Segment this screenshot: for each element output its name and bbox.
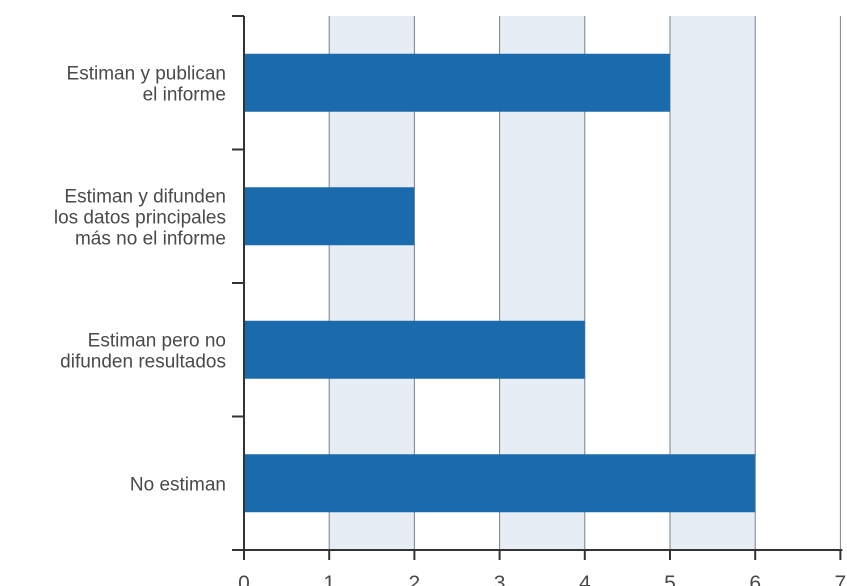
- bar: [244, 454, 756, 513]
- category-label: difunden resultados: [60, 351, 226, 372]
- category-label: Estiman y difunden: [64, 186, 226, 207]
- category-label: el informe: [143, 84, 226, 105]
- axes: [232, 15, 843, 560]
- x-tick-label: 5: [664, 572, 676, 586]
- bar: [244, 320, 585, 379]
- x-tick-label: 2: [409, 572, 421, 586]
- category-label: más no el informe: [75, 228, 226, 249]
- x-tick-label: 3: [494, 572, 506, 586]
- bars: [244, 53, 756, 513]
- category-label: los datos principales: [54, 207, 226, 228]
- x-tick-label: 1: [323, 572, 335, 586]
- bar: [244, 187, 415, 246]
- category-label: Estiman y publican: [67, 63, 226, 84]
- x-tick-label: 0: [238, 572, 250, 586]
- category-label: Estiman pero no: [88, 330, 226, 351]
- category-label: No estiman: [130, 474, 226, 495]
- x-tick-labels: 0 1 2 3 4 5 6 7: [238, 572, 846, 586]
- x-tick-label: 6: [749, 572, 761, 586]
- bar: [244, 53, 670, 112]
- x-tick-label: 4: [579, 572, 591, 586]
- x-tick-label: 7: [835, 572, 847, 586]
